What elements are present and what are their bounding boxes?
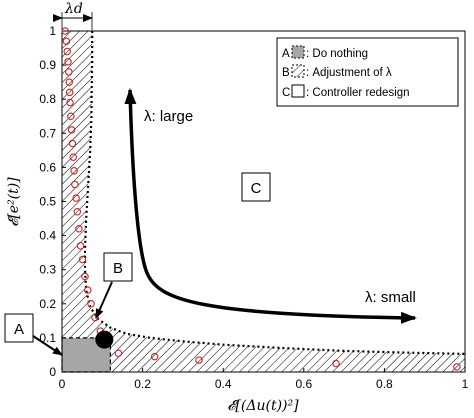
label-a: A bbox=[14, 321, 24, 338]
data-point bbox=[72, 194, 80, 202]
x-tick-label: 0 bbox=[59, 377, 66, 391]
legend-text-a: : Do nothing bbox=[306, 48, 368, 60]
data-point bbox=[63, 47, 71, 56]
legend-marker-c: C bbox=[282, 87, 290, 99]
data-point bbox=[195, 356, 203, 364]
label-b-box bbox=[103, 252, 133, 282]
label-c-box bbox=[241, 172, 271, 202]
label-a-box bbox=[4, 313, 34, 343]
label-c: C bbox=[251, 180, 262, 197]
y-tick-label: 0.7 bbox=[39, 126, 56, 140]
data-point bbox=[66, 98, 74, 107]
data-point bbox=[65, 78, 74, 86]
operating-point-dot bbox=[95, 330, 114, 349]
legend-marker-a: A bbox=[282, 48, 290, 60]
lambda-large-label: λ: large bbox=[144, 108, 193, 125]
data-point bbox=[150, 352, 159, 361]
y-tick-label: 0.4 bbox=[39, 229, 56, 243]
y-tick-label: 1 bbox=[49, 24, 56, 38]
x-axis-label: 𝓔[(Δu(t))²] bbox=[227, 398, 299, 414]
data-point bbox=[65, 68, 73, 76]
data-point bbox=[76, 242, 85, 250]
data-point bbox=[67, 126, 76, 134]
lambda-curve-arrow-up bbox=[124, 88, 150, 276]
legend-text-c: : Controller redesign bbox=[306, 87, 410, 99]
data-point bbox=[70, 167, 78, 175]
y-tick-label: 0.2 bbox=[39, 297, 56, 311]
legend-swatch-b bbox=[291, 64, 305, 78]
data-point bbox=[69, 153, 78, 161]
legend-swatch-a bbox=[291, 45, 305, 59]
lambda-d-marker: λd bbox=[53, 1, 93, 30]
data-point bbox=[71, 180, 79, 189]
data-point bbox=[75, 225, 83, 233]
data-point bbox=[64, 57, 72, 66]
x-tick-label: 0.2 bbox=[134, 377, 151, 391]
x-tick-label: 1 bbox=[462, 377, 469, 391]
y-tick-label: 0.6 bbox=[39, 160, 56, 174]
data-point bbox=[65, 88, 74, 97]
y-tick-label: 0 bbox=[49, 365, 56, 379]
data-point bbox=[84, 286, 92, 294]
legend-text-b: : Adjustment of λ bbox=[306, 67, 392, 79]
data-point bbox=[78, 255, 87, 264]
x-tick-label: 0.8 bbox=[376, 377, 393, 391]
legend-swatch-c bbox=[291, 84, 305, 98]
y-axis-label: 𝓔[e²(t)] bbox=[6, 177, 22, 227]
data-point bbox=[61, 27, 69, 35]
data-point bbox=[332, 359, 340, 368]
lambda-curve-arrow-right bbox=[146, 274, 417, 324]
legend: A : Do nothing B : Adjustment of λ C : C… bbox=[276, 37, 459, 107]
data-point bbox=[87, 300, 95, 308]
data-point bbox=[73, 207, 82, 216]
y-tick-label: 0.1 bbox=[39, 331, 56, 345]
legend-marker-b: B bbox=[282, 67, 290, 79]
data-point bbox=[67, 112, 75, 121]
x-axis-ticks: 0 0.2 0.4 0.6 0.8 1 bbox=[59, 368, 469, 391]
data-point bbox=[68, 139, 77, 148]
label-a-arrow bbox=[32, 335, 63, 356]
y-tick-label: 0.9 bbox=[39, 58, 56, 72]
label-b: B bbox=[113, 260, 123, 277]
data-point bbox=[114, 349, 123, 357]
data-point bbox=[453, 363, 461, 371]
y-tick-label: 0.8 bbox=[39, 92, 56, 106]
y-axis-ticks: 0 0.1 0.2 0.3 0.4 0.5 0.6 0.7 0.8 0.9 1 bbox=[39, 24, 66, 379]
lambda-small-label: λ: small bbox=[365, 289, 416, 306]
data-point bbox=[62, 37, 71, 45]
y-tick-label: 0.5 bbox=[39, 195, 56, 209]
legend-box bbox=[276, 37, 459, 107]
lambda-d-label: λd bbox=[64, 1, 83, 17]
label-b-arrow bbox=[95, 281, 113, 319]
x-tick-label: 0.4 bbox=[215, 377, 232, 391]
y-tick-label: 0.3 bbox=[39, 263, 56, 277]
data-point bbox=[81, 272, 89, 281]
x-tick-label: 0.6 bbox=[295, 377, 312, 391]
